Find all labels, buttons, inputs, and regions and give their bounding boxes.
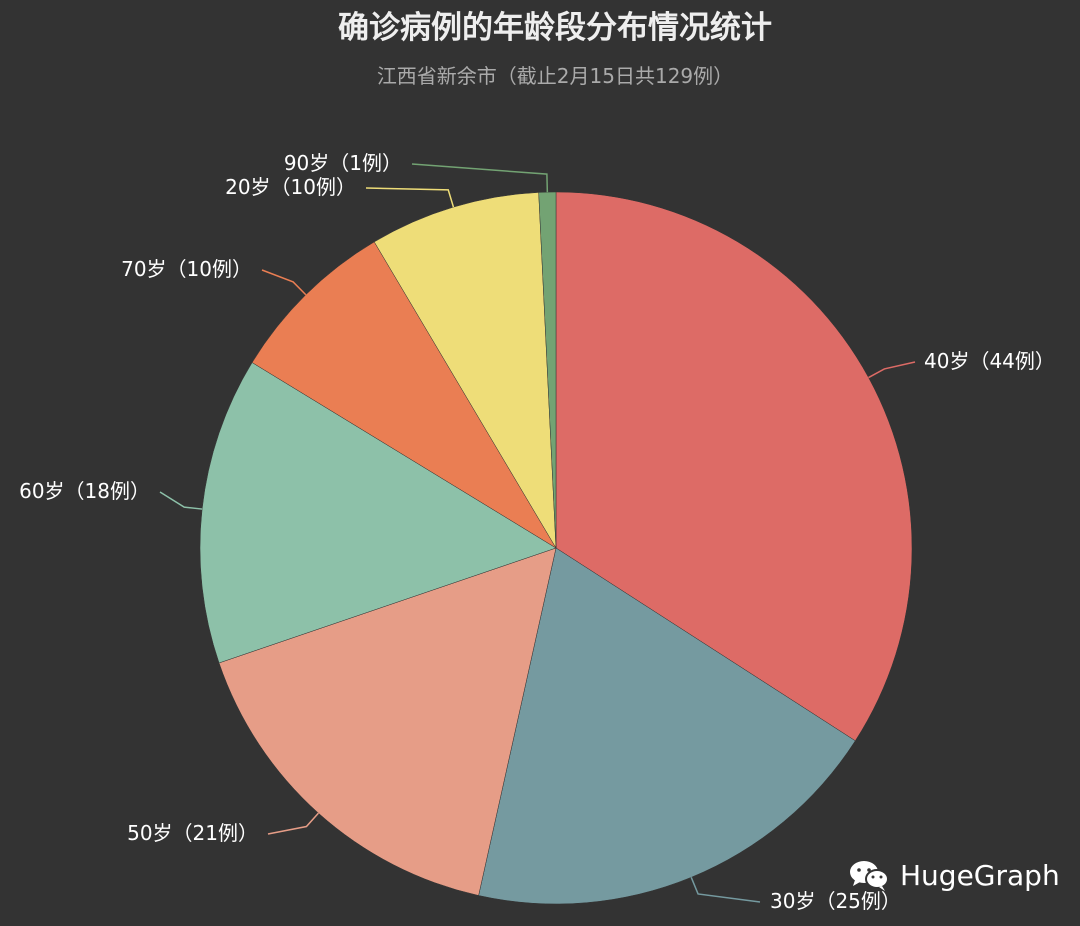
chart-title: 确诊病例的年龄段分布情况统计 [338,10,772,46]
label-leader-line [868,361,916,379]
pie-slice [555,191,913,742]
label-leader-line [267,812,319,835]
slice-label: 50岁（21例） [127,821,258,845]
watermark-text: HugeGraph [900,858,1060,892]
slice-label: 40岁（44例） [924,349,1055,373]
chart-subtitle: 江西省新余市（截止2月15日共129例） [377,64,733,88]
wechat-icon [850,861,889,891]
slice-label: 60岁（18例） [19,479,150,503]
slice-label: 70岁（10例） [121,257,252,281]
slice-label: 30岁（25例） [770,889,901,913]
label-leader-line [365,187,455,208]
label-leader-line [159,491,203,510]
watermark: HugeGraph [848,858,1060,892]
label-leader-line [411,163,549,193]
pie-slices [199,191,913,905]
slice-label: 20岁（10例） [225,175,356,199]
pie-labels: 40岁（44例） 30岁（25例） 50岁（21例） 60岁（18例） 70岁（10例）… [19,151,1055,913]
label-leader-line [690,877,761,903]
label-leader-line [261,269,307,296]
slice-label: 90岁（1例） [284,151,402,175]
